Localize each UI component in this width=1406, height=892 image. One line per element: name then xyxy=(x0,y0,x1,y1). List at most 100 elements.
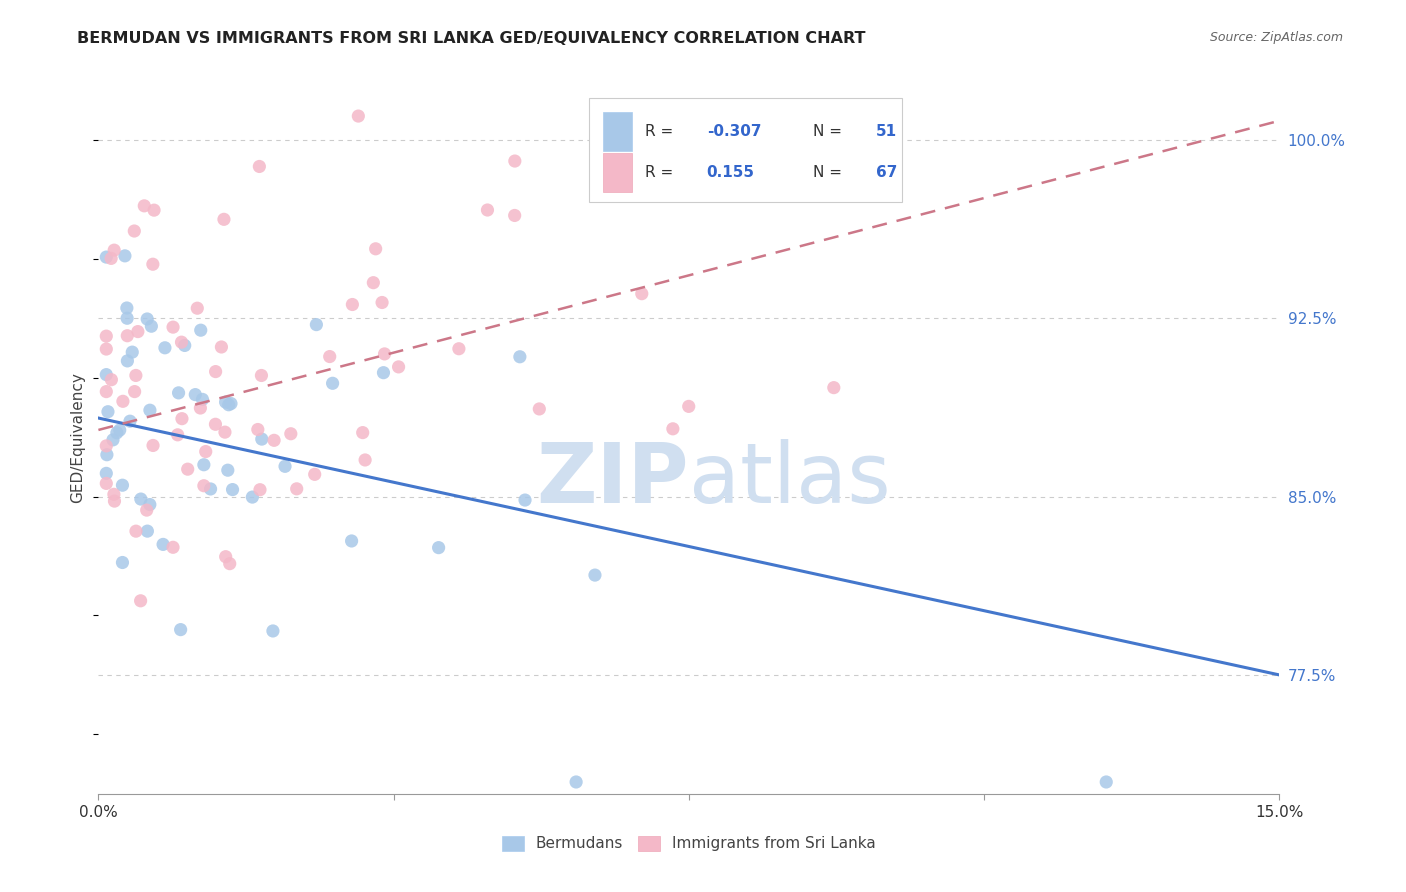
Point xyxy=(166,427,188,442)
Point xyxy=(191,392,214,407)
FancyBboxPatch shape xyxy=(603,112,633,151)
Point xyxy=(143,203,166,218)
Legend: Bermudans, Immigrants from Sri Lanka: Bermudans, Immigrants from Sri Lanka xyxy=(496,830,882,857)
Point xyxy=(212,212,235,227)
Text: 0.155: 0.155 xyxy=(707,165,755,180)
Point xyxy=(111,478,134,492)
Point xyxy=(221,483,243,497)
Text: R =: R = xyxy=(645,165,678,180)
Point xyxy=(96,439,118,453)
Point xyxy=(96,448,118,462)
Text: BERMUDAN VS IMMIGRANTS FROM SRI LANKA GED/EQUIVALENCY CORRELATION CHART: BERMUDAN VS IMMIGRANTS FROM SRI LANKA GE… xyxy=(77,31,866,46)
Point xyxy=(263,434,285,448)
Y-axis label: GED/Equivalency: GED/Equivalency xyxy=(70,372,86,502)
Point xyxy=(565,775,588,789)
Point xyxy=(124,224,146,238)
Point xyxy=(280,426,302,441)
FancyBboxPatch shape xyxy=(603,153,633,193)
Point xyxy=(141,319,163,334)
Text: -0.307: -0.307 xyxy=(707,124,761,139)
Point xyxy=(304,467,326,482)
Point xyxy=(250,368,273,383)
Point xyxy=(190,323,212,337)
Point xyxy=(167,385,190,400)
Point xyxy=(127,325,149,339)
Point xyxy=(352,425,374,440)
Point xyxy=(173,338,195,352)
Point xyxy=(305,318,328,332)
Point xyxy=(529,401,551,416)
Point xyxy=(354,453,377,467)
Point xyxy=(114,249,136,263)
FancyBboxPatch shape xyxy=(589,98,901,202)
Text: 67: 67 xyxy=(876,165,897,180)
Text: R =: R = xyxy=(645,124,678,139)
Point xyxy=(630,286,652,301)
Point xyxy=(96,384,118,399)
Point xyxy=(217,463,239,477)
Point xyxy=(373,366,395,380)
Point xyxy=(117,354,139,368)
Point xyxy=(153,341,176,355)
Point xyxy=(111,394,134,409)
Point xyxy=(219,396,242,410)
Point xyxy=(118,414,141,428)
Point xyxy=(125,524,148,538)
Point xyxy=(111,556,134,570)
Point xyxy=(1095,775,1118,789)
Point xyxy=(204,365,226,379)
Point xyxy=(583,568,606,582)
Point xyxy=(100,373,122,387)
Text: N =: N = xyxy=(813,165,846,180)
Point xyxy=(347,109,370,123)
Point xyxy=(190,401,212,415)
Point xyxy=(117,328,139,343)
Point xyxy=(103,243,125,257)
Point xyxy=(342,297,364,311)
Point xyxy=(371,295,394,310)
Point xyxy=(387,359,409,374)
Point xyxy=(108,423,131,437)
Text: Source: ZipAtlas.com: Source: ZipAtlas.com xyxy=(1209,31,1343,45)
Point xyxy=(121,345,143,359)
Point xyxy=(135,503,157,517)
Point xyxy=(96,368,118,382)
Point xyxy=(139,403,162,417)
Point xyxy=(477,202,499,217)
Point xyxy=(101,433,124,447)
Point xyxy=(214,425,236,439)
Point xyxy=(678,400,700,414)
Point xyxy=(115,301,138,315)
Point xyxy=(249,483,271,497)
Point xyxy=(193,458,215,472)
Point xyxy=(186,301,208,316)
Point xyxy=(96,329,118,343)
Point xyxy=(184,387,207,401)
Point xyxy=(214,395,236,409)
Point xyxy=(374,347,396,361)
Point xyxy=(503,209,526,223)
Point xyxy=(285,482,308,496)
Point xyxy=(274,459,297,474)
Point xyxy=(103,494,125,508)
Point xyxy=(503,154,526,169)
Point xyxy=(364,242,387,256)
Point xyxy=(134,199,156,213)
Point xyxy=(136,312,159,326)
Point xyxy=(136,524,159,538)
Point xyxy=(194,444,217,458)
Point xyxy=(193,479,215,493)
Point xyxy=(823,381,845,395)
Point xyxy=(152,537,174,551)
Point xyxy=(218,557,240,571)
Point xyxy=(200,482,222,496)
Point xyxy=(142,438,165,452)
Point xyxy=(247,160,270,174)
Point xyxy=(96,342,118,356)
Point xyxy=(129,491,152,506)
Point xyxy=(162,541,184,555)
Point xyxy=(262,624,284,638)
Point xyxy=(177,462,200,476)
Point xyxy=(103,487,125,501)
Point xyxy=(125,368,148,383)
